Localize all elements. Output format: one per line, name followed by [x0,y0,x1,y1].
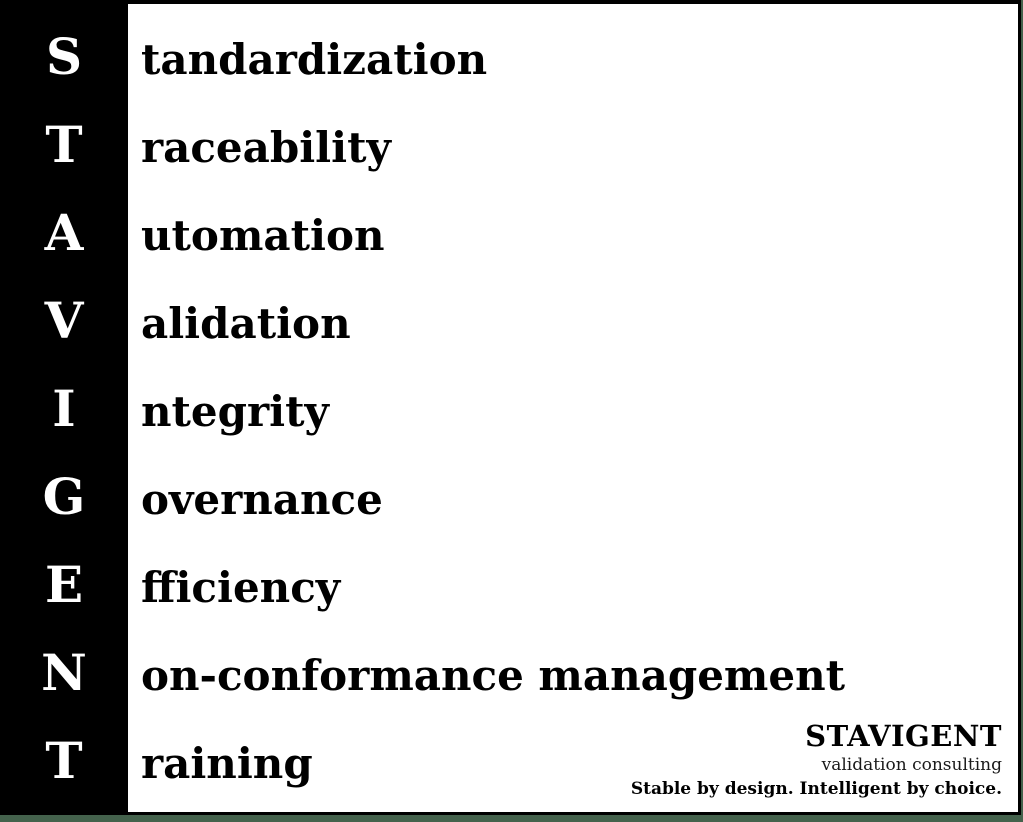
acronym-sidebar [0,4,128,812]
logo-block: STAVIGENT validation consulting Stable b… [630,719,1002,802]
acronym-letter: N [41,643,87,702]
acronym-word: on-conformance management [141,651,846,700]
acronym-word: raceability [141,123,391,172]
acronym-word: alidation [141,299,351,348]
acronym-word: utomation [141,211,385,260]
acronym-word: tandardization [141,35,488,84]
logo-tagline: Stable by design. Intelligent by choice. [630,778,1002,799]
logo-subtitle: validation consulting [821,754,1002,775]
acronym-letter: T [45,731,83,790]
acronym-word: ntegrity [141,387,329,436]
acronym-letter: V [44,291,84,350]
acronym-letter: A [44,203,84,262]
acronym-letter: E [44,555,84,614]
acronym-letter: G [42,467,86,526]
acronym-letter: S [45,27,83,86]
acronym-word: overnance [141,475,383,524]
acronym-word: raining [141,739,313,788]
acronym-letter: I [52,379,76,438]
acronym-letter: T [45,115,83,174]
acronym-word: fficiency [141,563,341,612]
logo-name: STAVIGENT [805,719,1002,754]
